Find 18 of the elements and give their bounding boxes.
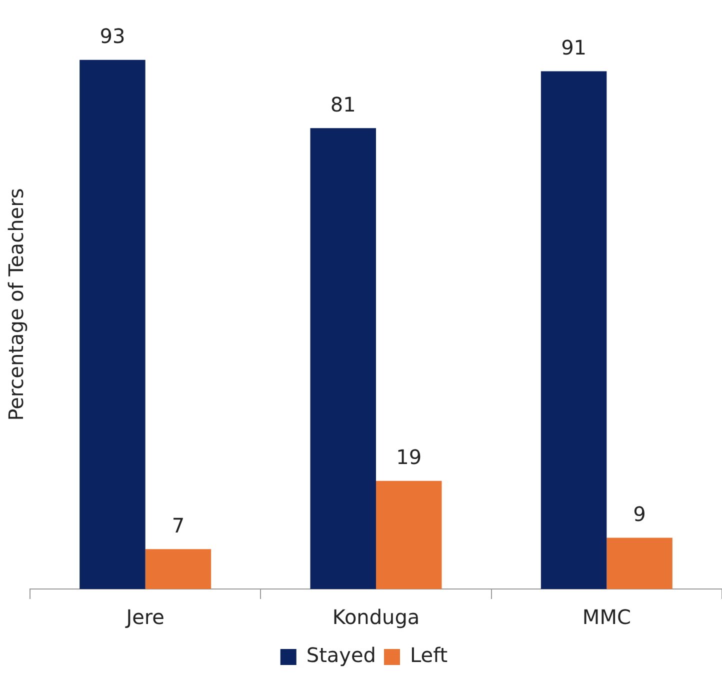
legend-label: Left bbox=[410, 643, 448, 668]
x-tick-label: Konduga bbox=[332, 605, 420, 630]
bar bbox=[145, 549, 212, 589]
bar bbox=[310, 128, 376, 589]
data-label: 7 bbox=[172, 513, 185, 538]
y-axis-title: Percentage of Teachers bbox=[4, 188, 28, 421]
x-tick-label: Jere bbox=[124, 605, 164, 630]
legend-label: Stayed bbox=[306, 643, 376, 668]
bar bbox=[376, 480, 442, 589]
data-label: 9 bbox=[633, 502, 646, 526]
data-label: 81 bbox=[330, 92, 356, 116]
x-tick-label: MMC bbox=[582, 605, 631, 630]
bar bbox=[540, 71, 607, 589]
bar bbox=[606, 538, 672, 589]
data-label: 93 bbox=[100, 24, 126, 48]
data-label: 19 bbox=[396, 445, 422, 470]
data-label: 91 bbox=[561, 35, 587, 60]
bar bbox=[80, 60, 146, 589]
